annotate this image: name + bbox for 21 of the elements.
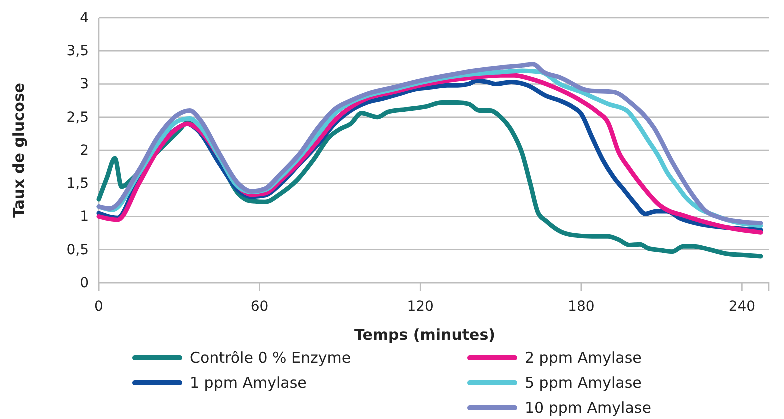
legend-label: Contrôle 0 % Enzyme [190, 349, 352, 367]
x-tick-label: 0 [94, 298, 104, 315]
y-tick-label: 3 [80, 76, 89, 93]
y-tick-label: 0 [80, 275, 89, 292]
y-tick-label: 2,5 [66, 110, 89, 126]
y-tick-label: 1,5 [66, 176, 89, 192]
x-tick-label: 240 [728, 298, 756, 315]
legend-label: 10 ppm Amylase [525, 399, 652, 417]
legend-label: 2 ppm Amylase [525, 349, 642, 367]
x-axis-title: Temps (minutes) [354, 326, 496, 344]
y-axis-title: Taux de glucose [10, 83, 28, 218]
legend-label: 1 ppm Amylase [190, 374, 307, 392]
y-tick-label: 3,5 [66, 44, 89, 60]
x-tick-label: 180 [568, 298, 595, 315]
legend-label: 5 ppm Amylase [525, 374, 642, 392]
y-tick-label: 0,5 [66, 242, 89, 258]
x-tick-label: 60 [250, 298, 269, 315]
y-tick-label: 1 [80, 209, 89, 226]
y-tick-label: 2 [80, 142, 89, 159]
y-tick-label: 4 [80, 10, 90, 26]
x-tick-label: 120 [407, 298, 434, 315]
